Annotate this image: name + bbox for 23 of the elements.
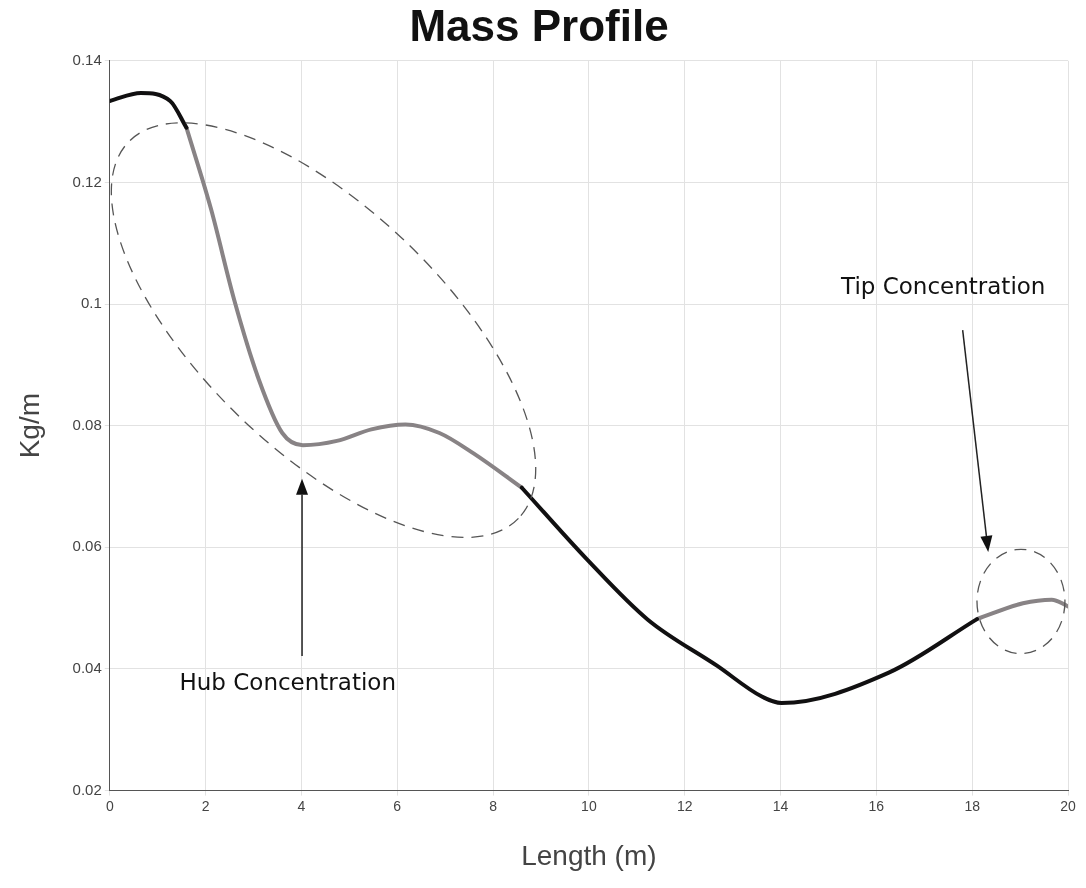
x-tick-label: 16: [868, 797, 885, 814]
x-tick-label: 2: [201, 797, 210, 814]
y-tick-label: 0.14: [72, 50, 102, 68]
y-tick-label: 0.1: [80, 294, 102, 312]
x-tick-label: 18: [964, 797, 981, 814]
y-tick-label: 0.04: [72, 659, 102, 677]
x-tick-label: 8: [489, 797, 498, 814]
annotation: Hub Concentration: [179, 668, 396, 695]
y-tick-label: 0.02: [72, 780, 102, 798]
x-tick-label: 4: [297, 797, 306, 814]
chart-title: Mass Profile: [409, 0, 669, 50]
x-tick-label: 12: [676, 797, 693, 814]
annotation: Tip Concentration: [840, 272, 1046, 299]
y-axis-title: Kg/m: [13, 393, 45, 459]
x-tick-label: 0: [105, 797, 114, 814]
x-tick-label: 20: [1060, 797, 1076, 814]
x-axis-title: Length (m): [521, 839, 657, 871]
x-tick-label: 6: [393, 797, 402, 814]
y-tick-label: 0.08: [72, 415, 102, 433]
y-tick-label: 0.06: [72, 537, 102, 555]
x-tick-label: 14: [772, 797, 789, 814]
x-tick-label: 10: [581, 797, 597, 814]
y-tick-label: 0.12: [72, 172, 102, 190]
